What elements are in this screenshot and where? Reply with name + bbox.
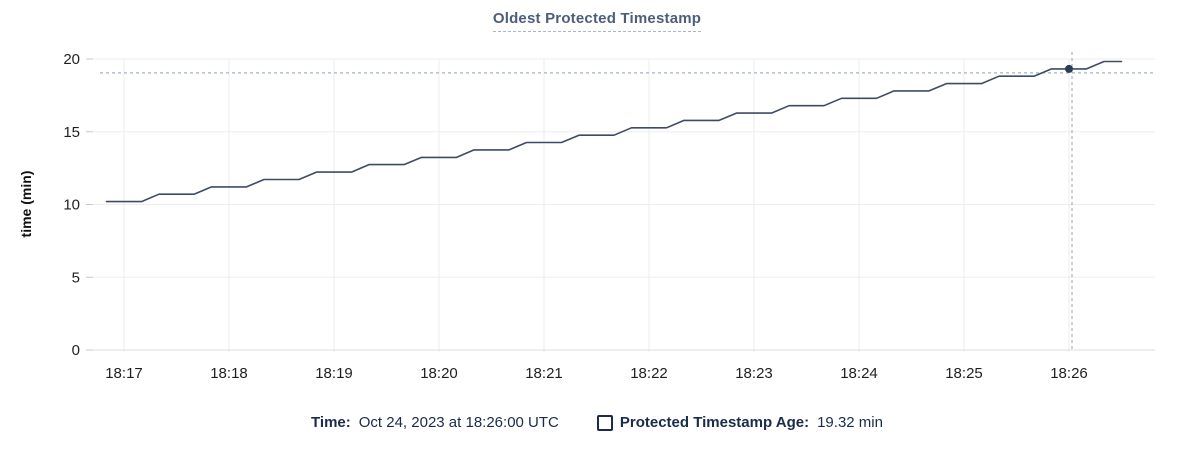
y-tick-label: 15 (63, 124, 80, 141)
x-tick-label: 18:17 (105, 365, 143, 382)
x-tick-label: 18:20 (420, 365, 458, 382)
x-tick-label: 18:24 (840, 365, 878, 382)
x-tick-label: 18:18 (210, 365, 248, 382)
x-tick-label: 18:22 (630, 365, 668, 382)
legend-series-label: Protected Timestamp Age: (619, 414, 810, 431)
x-tick-label: 18:23 (735, 365, 773, 382)
legend-series-value: 19.32 min (817, 414, 883, 431)
line-chart-plot-area[interactable]: 0 5 10 15 20 18:17 18:18 18:19 18:20 18:21 18:22 18… (0, 0, 1194, 400)
y-axis-title: time (min) (18, 170, 34, 238)
y-tick-label: 20 (63, 51, 80, 68)
x-tick-label: 18:25 (945, 365, 983, 382)
legend-time-label: Time: (311, 414, 351, 431)
series-toggle-checkbox[interactable] (596, 415, 613, 431)
x-tick-label: 18:19 (315, 365, 353, 382)
series-line (105, 60, 1123, 203)
chart-title[interactable]: Oldest Protected Timestamp (492, 10, 702, 32)
chart-legend: Time: Oct 24, 2023 at 18:26:00 UTC Prote… (0, 413, 1194, 433)
y-tick-label: 10 (63, 197, 80, 214)
chart-title-row: Oldest Protected Timestamp (0, 10, 1194, 32)
y-tick-label: 0 (72, 342, 80, 359)
y-tick-label: 5 (72, 269, 80, 286)
legend-time-value: Oct 24, 2023 at 18:26:00 UTC (358, 414, 559, 431)
x-tick-label: 18:21 (525, 365, 563, 382)
x-tick-label: 18:26 (1050, 365, 1088, 382)
hover-point (1065, 64, 1073, 73)
